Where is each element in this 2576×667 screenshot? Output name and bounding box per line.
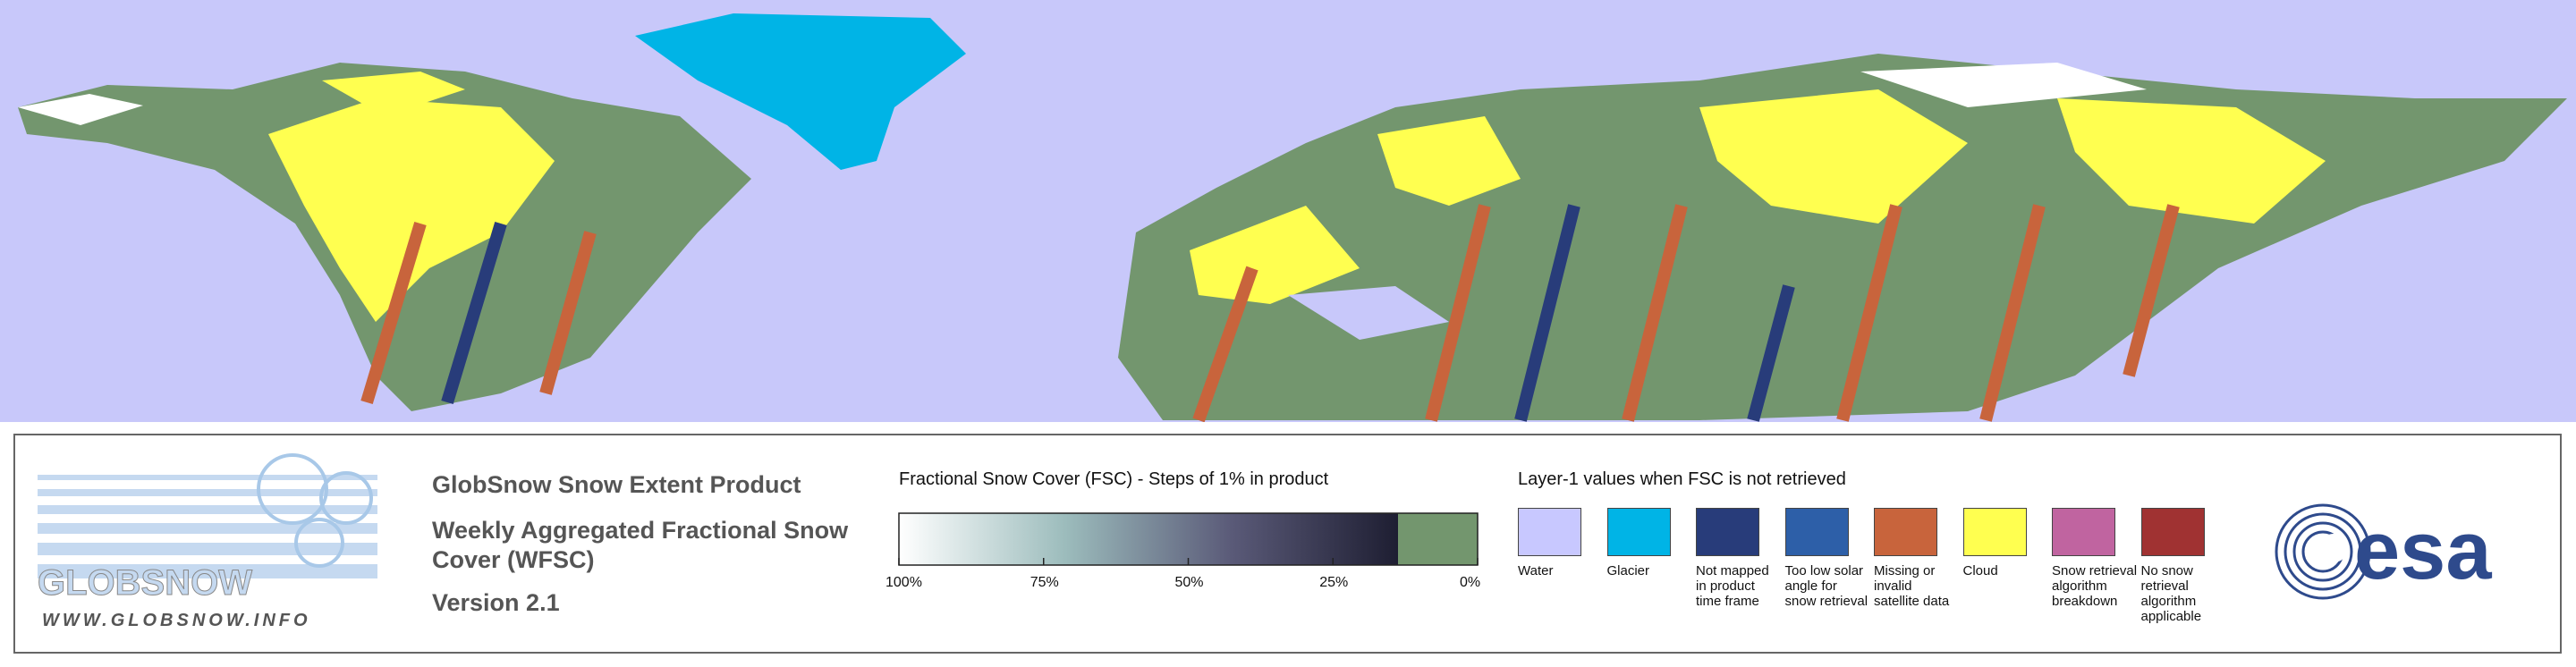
colorbar-tick-label: 75%: [1030, 575, 1059, 590]
colorbar: 100% 75% 50% 25% 0%: [886, 512, 1480, 590]
legend-swatch: [1696, 508, 1759, 556]
title: GlobSnow Snow Extent Product: [432, 471, 801, 498]
colorbar-tick-label: 25%: [1319, 575, 1348, 590]
legend-label: Glacier: [1606, 563, 1650, 578]
legend-swatch: [2140, 508, 2205, 556]
legend-swatch: [2052, 508, 2115, 556]
legend-swatch: [1606, 508, 1671, 556]
colorbar-gradient: [899, 513, 1398, 565]
legend-item: Water: [1518, 508, 1604, 578]
legend-swatch: [1962, 508, 2027, 556]
legend-label: Water: [1518, 563, 1554, 578]
legend-item: No snow retrieval algorithm applicable: [2140, 508, 2227, 624]
legend-swatch: [1518, 508, 1581, 556]
colorbar-tick-label: 50%: [1175, 575, 1204, 590]
legend-label: Cloud: [1962, 563, 1998, 578]
snow-map: [0, 0, 2576, 422]
legend-label: Missing or invalid satellite data: [1874, 563, 1950, 609]
legend-label: Too low solar angle for snow retrieval: [1784, 563, 1868, 609]
logo-url: WWW.GLOBSNOW.INFO: [42, 611, 311, 630]
legend-swatch: [1784, 508, 1849, 556]
legend-item: Missing or invalid satellite data: [1874, 508, 1960, 609]
logo-name: GLOBSNOW: [38, 563, 252, 603]
legend-item: Not mapped in product time frame: [1696, 508, 1782, 609]
esa-logo: esa: [2275, 503, 2492, 600]
esa-text: esa: [2354, 505, 2492, 596]
legend-item: Too low solar angle for snow retrieval: [1784, 508, 1871, 609]
legend-swatch: [1874, 508, 1937, 556]
version: Version 2.1: [432, 589, 560, 616]
legend-panel: GLOBSNOW WWW.GLOBSNOW.INFO GlobSnow Snow…: [13, 434, 2562, 654]
colorbar-tick-label: 0%: [1460, 575, 1480, 590]
legend-item: Snow retrieval algorithm breakdown: [2052, 508, 2138, 609]
subtitle: Weekly Aggregated Fractional Snow Cover …: [432, 517, 849, 573]
legend-item: Cloud: [1962, 508, 2049, 578]
legend-item: Glacier: [1606, 508, 1693, 578]
colorbar-title: Fractional Snow Cover (FSC) - Steps of 1…: [899, 469, 1329, 489]
legend-label: Snow retrieval algorithm breakdown: [2052, 563, 2138, 609]
colorbar-zero: [1398, 513, 1478, 565]
legend-label: No snow retrieval algorithm applicable: [2140, 563, 2202, 624]
globsnow-logo: GLOBSNOW WWW.GLOBSNOW.INFO: [38, 453, 377, 630]
legend-label: Not mapped in product time frame: [1696, 563, 1769, 609]
layer1-title: Layer-1 values when FSC is not retrieved: [1518, 469, 1846, 489]
colorbar-tick-label: 100%: [886, 575, 922, 590]
